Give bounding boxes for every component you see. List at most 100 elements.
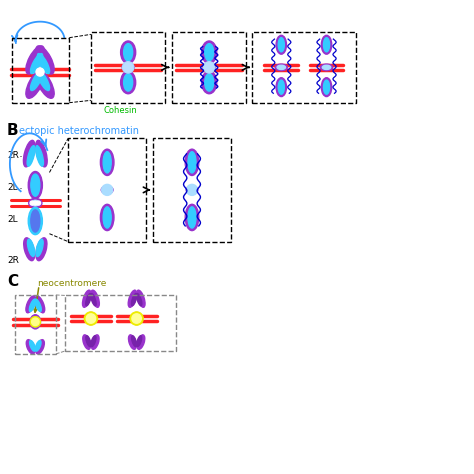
Text: B: B: [7, 123, 18, 138]
Ellipse shape: [122, 63, 134, 72]
Ellipse shape: [137, 335, 145, 349]
Ellipse shape: [37, 54, 50, 73]
Ellipse shape: [83, 335, 91, 349]
Ellipse shape: [188, 207, 196, 228]
Bar: [252, 32, 356, 103]
Ellipse shape: [23, 140, 35, 167]
Circle shape: [122, 62, 134, 73]
Text: C: C: [7, 274, 18, 289]
Ellipse shape: [82, 290, 91, 307]
Ellipse shape: [29, 340, 36, 351]
Bar: [91, 32, 165, 103]
Ellipse shape: [86, 312, 96, 325]
Circle shape: [130, 312, 143, 325]
Text: Cohesin: Cohesin: [103, 106, 137, 115]
Circle shape: [36, 68, 44, 76]
Ellipse shape: [36, 140, 47, 167]
Ellipse shape: [35, 299, 41, 311]
Ellipse shape: [104, 188, 111, 192]
Text: 2L: 2L: [7, 215, 18, 224]
Ellipse shape: [124, 44, 133, 61]
Ellipse shape: [323, 80, 329, 94]
Ellipse shape: [137, 336, 142, 346]
Ellipse shape: [29, 299, 36, 311]
Ellipse shape: [27, 239, 35, 256]
Ellipse shape: [101, 186, 113, 194]
Text: 2L: 2L: [7, 183, 18, 192]
Ellipse shape: [131, 293, 137, 306]
Ellipse shape: [185, 149, 199, 175]
Ellipse shape: [36, 70, 54, 98]
Ellipse shape: [124, 65, 132, 70]
Circle shape: [30, 201, 34, 205]
Ellipse shape: [278, 80, 284, 94]
Ellipse shape: [86, 293, 91, 306]
Circle shape: [101, 184, 113, 195]
Bar: [12, 37, 69, 103]
Text: ectopic heterochromatin: ectopic heterochromatin: [19, 126, 139, 136]
Text: 2R: 2R: [7, 256, 19, 265]
Ellipse shape: [137, 290, 145, 307]
Ellipse shape: [323, 37, 329, 52]
Ellipse shape: [132, 336, 137, 346]
Ellipse shape: [120, 71, 136, 94]
Circle shape: [84, 312, 98, 325]
Ellipse shape: [31, 210, 40, 232]
Ellipse shape: [120, 41, 136, 64]
Ellipse shape: [37, 71, 50, 91]
Circle shape: [33, 201, 37, 205]
Ellipse shape: [188, 152, 196, 173]
Ellipse shape: [32, 317, 38, 327]
Ellipse shape: [27, 146, 35, 166]
Ellipse shape: [128, 335, 137, 349]
Circle shape: [203, 62, 215, 73]
Ellipse shape: [188, 188, 196, 192]
Ellipse shape: [26, 296, 35, 313]
Ellipse shape: [91, 290, 100, 307]
Ellipse shape: [321, 78, 332, 97]
Circle shape: [205, 63, 214, 72]
Circle shape: [86, 314, 96, 323]
Ellipse shape: [100, 149, 114, 175]
Ellipse shape: [30, 54, 43, 73]
Ellipse shape: [124, 74, 133, 91]
Ellipse shape: [205, 74, 214, 91]
Text: 2R: 2R: [7, 152, 19, 161]
Ellipse shape: [277, 65, 285, 70]
Ellipse shape: [276, 36, 286, 54]
Text: neocentromere: neocentromere: [36, 279, 106, 288]
Ellipse shape: [31, 174, 40, 196]
Ellipse shape: [36, 46, 54, 74]
Ellipse shape: [26, 46, 44, 74]
Ellipse shape: [26, 340, 35, 354]
Ellipse shape: [128, 290, 137, 307]
Ellipse shape: [203, 63, 215, 72]
Ellipse shape: [321, 36, 332, 54]
Ellipse shape: [320, 64, 333, 71]
Ellipse shape: [28, 172, 42, 199]
Bar: [65, 295, 176, 351]
Ellipse shape: [36, 296, 45, 313]
Ellipse shape: [132, 312, 141, 325]
Ellipse shape: [91, 293, 96, 306]
Circle shape: [36, 201, 41, 205]
Ellipse shape: [201, 41, 217, 64]
Ellipse shape: [26, 70, 44, 98]
Ellipse shape: [276, 78, 286, 97]
Ellipse shape: [103, 207, 111, 228]
Bar: [68, 138, 146, 242]
Ellipse shape: [278, 37, 284, 52]
Ellipse shape: [86, 336, 91, 346]
Ellipse shape: [30, 315, 40, 329]
Bar: [172, 32, 246, 103]
Ellipse shape: [35, 340, 41, 351]
Ellipse shape: [186, 186, 198, 194]
Ellipse shape: [91, 335, 99, 349]
Bar: [15, 295, 56, 354]
Circle shape: [186, 184, 198, 195]
Ellipse shape: [36, 146, 44, 166]
Ellipse shape: [29, 198, 42, 208]
Ellipse shape: [205, 65, 213, 70]
Ellipse shape: [36, 340, 45, 354]
Ellipse shape: [322, 65, 331, 70]
